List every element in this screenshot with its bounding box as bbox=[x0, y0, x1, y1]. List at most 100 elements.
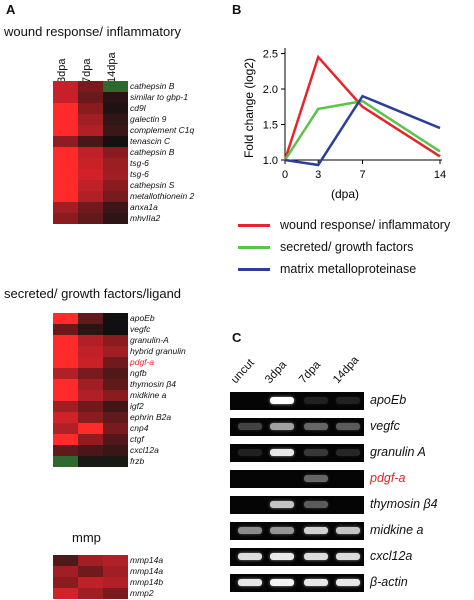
heatmap-cell bbox=[78, 81, 103, 92]
lane-label-7dpa: 7dpa bbox=[297, 358, 324, 386]
legend-label: wound response/ inflammatory bbox=[280, 218, 451, 232]
panel-label-c: C bbox=[232, 330, 242, 345]
gel-band bbox=[304, 397, 328, 404]
heatmap-cell bbox=[53, 445, 78, 456]
heatmap-cell bbox=[53, 555, 78, 566]
gene-label: mmp14b bbox=[130, 577, 164, 587]
gel-band bbox=[304, 553, 328, 560]
x-tick-label: 14 bbox=[434, 169, 446, 181]
heatmap-cell bbox=[78, 169, 103, 180]
gel-gene-label: vegfc bbox=[370, 419, 400, 433]
gene-label: midkine a bbox=[130, 390, 167, 400]
gel-band bbox=[270, 423, 294, 430]
gene-label: tsg-6 bbox=[130, 158, 149, 168]
gene-label: cd9l bbox=[130, 103, 146, 113]
gene-label: ctgf bbox=[130, 434, 144, 444]
heatmap-cell bbox=[78, 114, 103, 125]
heatmap-cell bbox=[103, 191, 128, 202]
heatmap-cell bbox=[78, 147, 103, 158]
series-line-1 bbox=[283, 54, 441, 161]
heatmap-cell bbox=[103, 213, 128, 224]
heatmap-cell bbox=[78, 136, 103, 147]
heatmap-cell bbox=[103, 103, 128, 114]
heatmap-cell bbox=[78, 379, 103, 390]
heatmap-cell bbox=[53, 169, 78, 180]
gel-band bbox=[238, 527, 262, 534]
heatmap-cell bbox=[53, 423, 78, 434]
gel-band bbox=[304, 579, 328, 586]
y-tick-label: 2.0 bbox=[263, 84, 278, 96]
heatmap-cell bbox=[103, 202, 128, 213]
gel-gene-label: cxcl12a bbox=[370, 549, 413, 563]
gene-label: thymosin β4 bbox=[130, 379, 176, 389]
heatmap-cell bbox=[53, 313, 78, 324]
gene-label: anxa1a bbox=[130, 202, 158, 212]
heatmap-cell bbox=[78, 555, 103, 566]
gene-label: igf2 bbox=[130, 401, 144, 411]
heatmap-cell bbox=[103, 401, 128, 412]
gel-band bbox=[270, 579, 294, 586]
gene-label: frzb bbox=[130, 456, 145, 466]
heatmap-cell bbox=[78, 401, 103, 412]
heatmap-cell bbox=[53, 346, 78, 357]
lane-label-uncut: uncut bbox=[229, 357, 257, 386]
gene-label: mmp2 bbox=[130, 588, 154, 598]
gel-band bbox=[336, 397, 360, 404]
gel-band bbox=[270, 501, 294, 508]
heatmap-cell bbox=[103, 114, 128, 125]
heatmap-cell bbox=[78, 103, 103, 114]
heatmap-secreted-gene-labels: apoEb vegfc granulin-A hybrid granulin pdgf-… bbox=[130, 313, 186, 467]
heatmap-cell bbox=[78, 180, 103, 191]
heatmap-cell bbox=[53, 125, 78, 136]
heatmap-mmp-grid bbox=[53, 555, 128, 599]
gene-label: tenascin C bbox=[130, 136, 171, 146]
heatmap-cell bbox=[78, 412, 103, 423]
legend-swatch bbox=[238, 223, 270, 227]
column-label-7dpa: 7dpa bbox=[81, 58, 93, 83]
heatmap-cell bbox=[78, 313, 103, 324]
heatmap-cell bbox=[53, 180, 78, 191]
heatmap-cell bbox=[78, 213, 103, 224]
heatmap-cell bbox=[78, 456, 103, 467]
gel-band bbox=[304, 449, 328, 456]
gene-label: metallothionein 2 bbox=[130, 191, 195, 201]
heatmap-cell bbox=[53, 368, 78, 379]
heatmap-cell bbox=[53, 379, 78, 390]
gel-band bbox=[270, 449, 294, 456]
legend-item: matrix metalloproteinase bbox=[238, 262, 416, 276]
heatmap-cell bbox=[53, 136, 78, 147]
series-line-3 bbox=[284, 94, 441, 167]
panel-label-b: B bbox=[232, 2, 242, 17]
heatmap-cell bbox=[103, 313, 128, 324]
gene-label: cathepsin B bbox=[130, 81, 175, 91]
heatmap-cell bbox=[53, 577, 78, 588]
legend-swatch bbox=[238, 267, 270, 271]
heatmap-cell bbox=[103, 357, 128, 368]
heatmap-cell bbox=[78, 390, 103, 401]
gene-label: similar to gbp-1 bbox=[130, 92, 189, 102]
heatmap-cell bbox=[78, 346, 103, 357]
heatmap-cell bbox=[103, 346, 128, 357]
heatmap-cell bbox=[103, 588, 128, 599]
gel-row bbox=[230, 574, 364, 592]
gel-band bbox=[304, 501, 328, 508]
legend-label: matrix metalloproteinase bbox=[280, 262, 417, 276]
heatmap-cell bbox=[53, 213, 78, 224]
heatmap-cell bbox=[78, 125, 103, 136]
gel-row bbox=[230, 548, 364, 566]
gel-gene-label: midkine a bbox=[370, 523, 424, 537]
heatmap-cell bbox=[103, 335, 128, 346]
heatmap-cell bbox=[103, 445, 128, 456]
gel-band bbox=[238, 579, 262, 586]
heatmap-mmp-title: mmp bbox=[72, 530, 101, 545]
heatmap-cell bbox=[53, 390, 78, 401]
column-label-3dpa: 3dpa bbox=[56, 58, 68, 83]
y-tick-label: 1.5 bbox=[263, 120, 278, 132]
heatmap-cell bbox=[103, 566, 128, 577]
heatmap-cell bbox=[53, 357, 78, 368]
gene-label: cathepsin S bbox=[130, 180, 175, 190]
gene-label: mhvIIa2 bbox=[130, 213, 161, 223]
column-label-14dpa: 14dpa bbox=[106, 52, 118, 83]
gene-label: apoEb bbox=[130, 313, 155, 323]
legend-item: secreted/ growth factors bbox=[238, 240, 413, 254]
